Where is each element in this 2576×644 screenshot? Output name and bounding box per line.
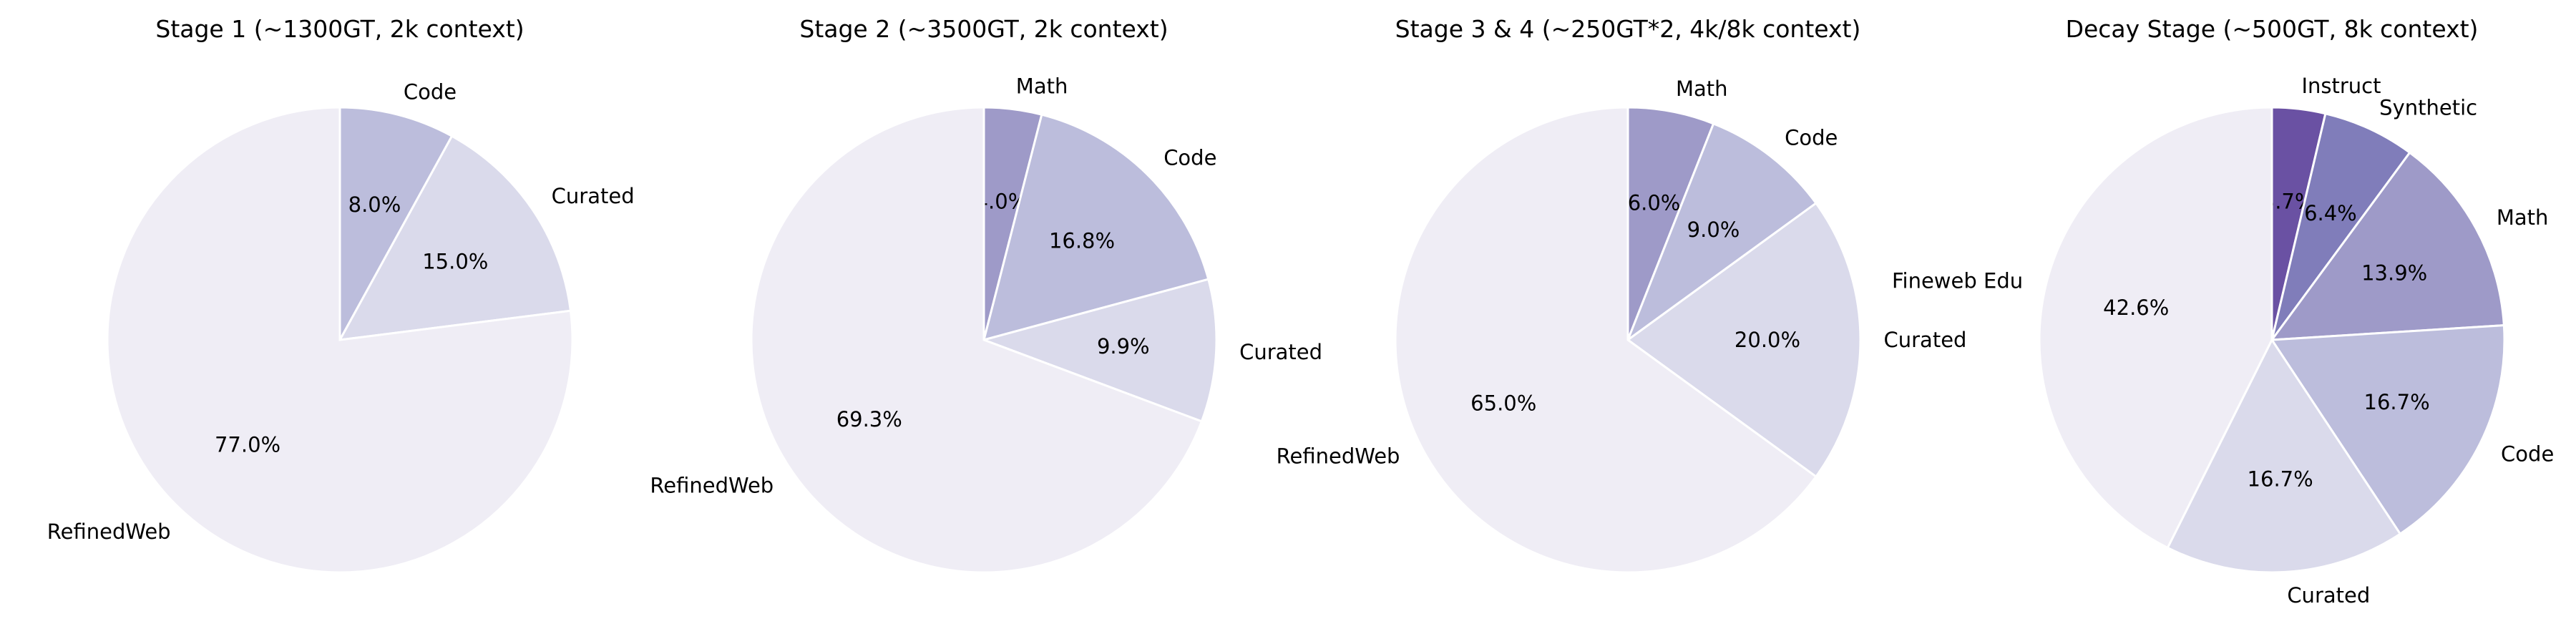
pie-title: Decay Stage (~500GT, 8k context) — [2066, 15, 2479, 43]
slice-category-label: RefinedWeb — [1277, 444, 1400, 468]
pie-slice-curated — [2166, 338, 2402, 574]
slice-percent-label: 65.0% — [1470, 391, 1536, 416]
slice-percent-label: 69.3% — [836, 407, 902, 431]
slice-percent-label: 8.0% — [348, 192, 401, 217]
pie-slice-refinedweb — [1394, 106, 1818, 574]
slice-percent-label: 9.9% — [1097, 334, 1150, 358]
slice-percent-label: 42.6% — [2103, 296, 2169, 320]
slice-category-label: RefinedWeb — [650, 474, 774, 498]
pie-title: Stage 3 & 4 (~250GT*2, 4k/8k context) — [1395, 15, 1861, 43]
pie-chart-2: Stage 2 (~3500GT, 2k context)4.0%Math16.… — [650, 15, 1322, 574]
pie-chart-4: Decay Stage (~500GT, 8k context)3.7%Inst… — [1892, 15, 2554, 608]
slice-category-label: Fineweb Edu — [1892, 269, 2023, 293]
slice-percent-label: 15.0% — [422, 249, 488, 273]
slice-category-label: Code — [2501, 441, 2554, 466]
slice-percent-label: 16.7% — [2364, 390, 2430, 414]
pie-slice-code — [2270, 324, 2506, 536]
slice-category-label: Curated — [2287, 583, 2370, 608]
pie-slice-curated — [338, 135, 572, 341]
pie-slice-curated — [980, 278, 1218, 423]
slice-percent-label: 6.4% — [2304, 201, 2357, 225]
slice-percent-label: 16.8% — [1049, 228, 1115, 253]
pie-chart-1: Stage 1 (~1300GT, 2k context) 8.0% Code 15.… — [47, 15, 635, 574]
pie-title: Stage 2 (~3500GT, 2k context) — [799, 15, 1168, 43]
slice-category-label: Curated — [1884, 328, 1967, 352]
slice-category-label: Instruct — [2301, 74, 2381, 98]
slice-category-label: Code — [1785, 126, 1838, 150]
pie-slice-refinedweb — [106, 106, 574, 574]
slice-percent-label: 20.0% — [1735, 328, 1800, 352]
slice-percent-label: 6.0% — [1628, 190, 1681, 215]
slice-category-label: Math — [1016, 74, 1068, 98]
slice-category-label: Code — [404, 80, 457, 104]
slice-category-label: Math — [2497, 205, 2549, 230]
slice-percent-label: 16.7% — [2248, 467, 2313, 492]
pie-slice-fineweb-edu — [2038, 106, 2273, 550]
pie-slice-curated — [1626, 201, 1862, 479]
slice-category-label: Curated — [552, 184, 635, 208]
pie-slice-code — [1625, 122, 1818, 343]
slice-category-label: Code — [1163, 146, 1216, 170]
pie-title: Stage 1 (~1300GT, 2k context) — [155, 15, 524, 43]
slice-category-label: RefinedWeb — [47, 519, 171, 544]
pie-slice-refinedweb — [750, 106, 1204, 574]
pie-slice-code — [982, 113, 1210, 342]
pie-slice-math — [2269, 151, 2505, 341]
pie-slice-synthetic — [2270, 112, 2411, 341]
slice-category-label: Curated — [1239, 340, 1322, 364]
slice-percent-label: 13.9% — [2361, 261, 2427, 286]
pie-slice-code — [338, 106, 454, 341]
pie-slice-math — [1626, 106, 1715, 341]
pie-chart-3: Stage 3 & 4 (~250GT*2, 4k/8k context) 6.0… — [1277, 15, 1967, 574]
slice-category-label: Synthetic — [2379, 96, 2477, 120]
slice-percent-label: 9.0% — [1687, 218, 1740, 242]
slice-category-label: Math — [1676, 77, 1728, 101]
slice-percent-label: 77.0% — [215, 432, 280, 457]
